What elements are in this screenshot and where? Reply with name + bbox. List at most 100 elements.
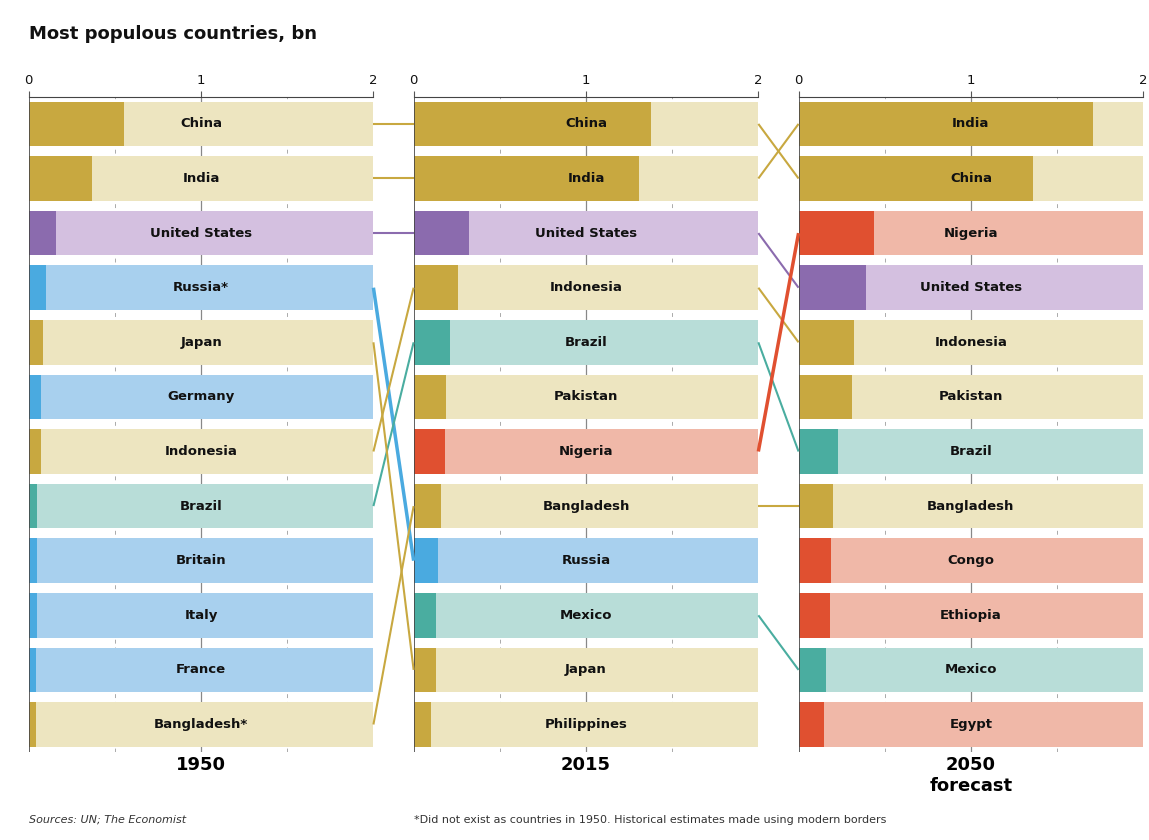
Bar [799, 102, 1143, 146]
Text: Bangladesh: Bangladesh [927, 500, 1015, 512]
Bar [414, 265, 458, 310]
Bar [799, 593, 830, 638]
Text: France: France [176, 664, 226, 676]
Bar [799, 320, 1143, 365]
Bar [799, 211, 874, 255]
Text: Japan: Japan [565, 664, 607, 676]
Text: 2015: 2015 [561, 756, 611, 774]
Bar [29, 102, 124, 146]
Bar [414, 156, 639, 201]
Bar [414, 320, 449, 365]
Bar [414, 593, 437, 638]
Bar [414, 648, 758, 692]
Bar [414, 265, 758, 310]
Bar [29, 593, 373, 638]
Text: China: China [565, 118, 607, 130]
Text: Britain: Britain [176, 554, 226, 567]
Bar [29, 429, 373, 474]
Bar [799, 648, 826, 692]
Bar [414, 375, 758, 419]
Bar [414, 702, 431, 747]
Bar [29, 593, 37, 638]
Bar [414, 484, 441, 528]
Bar [29, 375, 373, 419]
Text: India: India [183, 172, 219, 185]
Bar [414, 538, 438, 583]
Bar [414, 538, 758, 583]
Bar [29, 429, 41, 474]
Bar [414, 211, 469, 255]
Text: Russia: Russia [562, 554, 610, 567]
Bar [414, 593, 758, 638]
Text: Indonesia: Indonesia [549, 281, 623, 294]
Text: Germany: Germany [168, 391, 234, 403]
Text: Pakistan: Pakistan [554, 391, 618, 403]
Text: Philippines: Philippines [545, 718, 627, 731]
Bar [799, 265, 866, 310]
Text: Mexico: Mexico [560, 609, 612, 622]
Bar [799, 702, 1143, 747]
Bar [799, 156, 1143, 201]
Bar [29, 375, 41, 419]
Text: Nigeria: Nigeria [943, 227, 998, 239]
Bar [414, 429, 445, 474]
Bar [29, 538, 37, 583]
Bar [799, 538, 1143, 583]
Text: United States: United States [920, 281, 1021, 294]
Bar [29, 156, 373, 201]
Bar [799, 102, 1093, 146]
Bar [29, 484, 37, 528]
Bar [414, 702, 758, 747]
Text: Egypt: Egypt [949, 718, 993, 731]
Bar [29, 265, 46, 310]
Bar [29, 265, 373, 310]
Bar [799, 593, 1143, 638]
Bar [414, 648, 437, 692]
Text: Indonesia: Indonesia [934, 336, 1008, 349]
Text: China: China [180, 118, 222, 130]
Bar [799, 648, 1143, 692]
Bar [799, 484, 1143, 528]
Text: Brazil: Brazil [949, 445, 993, 458]
Bar [414, 102, 651, 146]
Text: India: India [568, 172, 604, 185]
Bar [799, 429, 838, 474]
Text: Ethiopia: Ethiopia [940, 609, 1002, 622]
Text: 1950: 1950 [176, 756, 226, 774]
Bar [29, 484, 373, 528]
Text: *Did not exist as countries in 1950. Historical estimates made using modern bord: *Did not exist as countries in 1950. His… [414, 815, 886, 825]
Bar [414, 429, 758, 474]
Bar [414, 211, 758, 255]
Bar [29, 320, 43, 365]
Text: Nigeria: Nigeria [558, 445, 614, 458]
Bar [29, 538, 373, 583]
Bar [799, 484, 833, 528]
Bar [799, 702, 824, 747]
Bar [29, 702, 373, 747]
Bar [799, 265, 1143, 310]
Bar [29, 648, 36, 692]
Bar [414, 156, 758, 201]
Bar [799, 320, 854, 365]
Text: Russia*: Russia* [173, 281, 229, 294]
Bar [29, 702, 36, 747]
Bar [799, 429, 1143, 474]
Text: United States: United States [535, 227, 637, 239]
Text: Italy: Italy [184, 609, 218, 622]
Text: Pakistan: Pakistan [939, 391, 1003, 403]
Bar [29, 320, 373, 365]
Bar [799, 156, 1033, 201]
Bar [799, 375, 851, 419]
Text: Most populous countries, bn: Most populous countries, bn [29, 25, 317, 43]
Bar [29, 211, 373, 255]
Text: Bangladesh: Bangladesh [542, 500, 630, 512]
Bar [29, 648, 373, 692]
Text: Sources: UN; The Economist: Sources: UN; The Economist [29, 815, 186, 825]
Bar [799, 211, 1143, 255]
Bar [799, 538, 831, 583]
Bar [414, 375, 446, 419]
Text: Japan: Japan [180, 336, 222, 349]
Text: United States: United States [151, 227, 252, 239]
Text: China: China [950, 172, 992, 185]
Text: Mexico: Mexico [944, 664, 997, 676]
